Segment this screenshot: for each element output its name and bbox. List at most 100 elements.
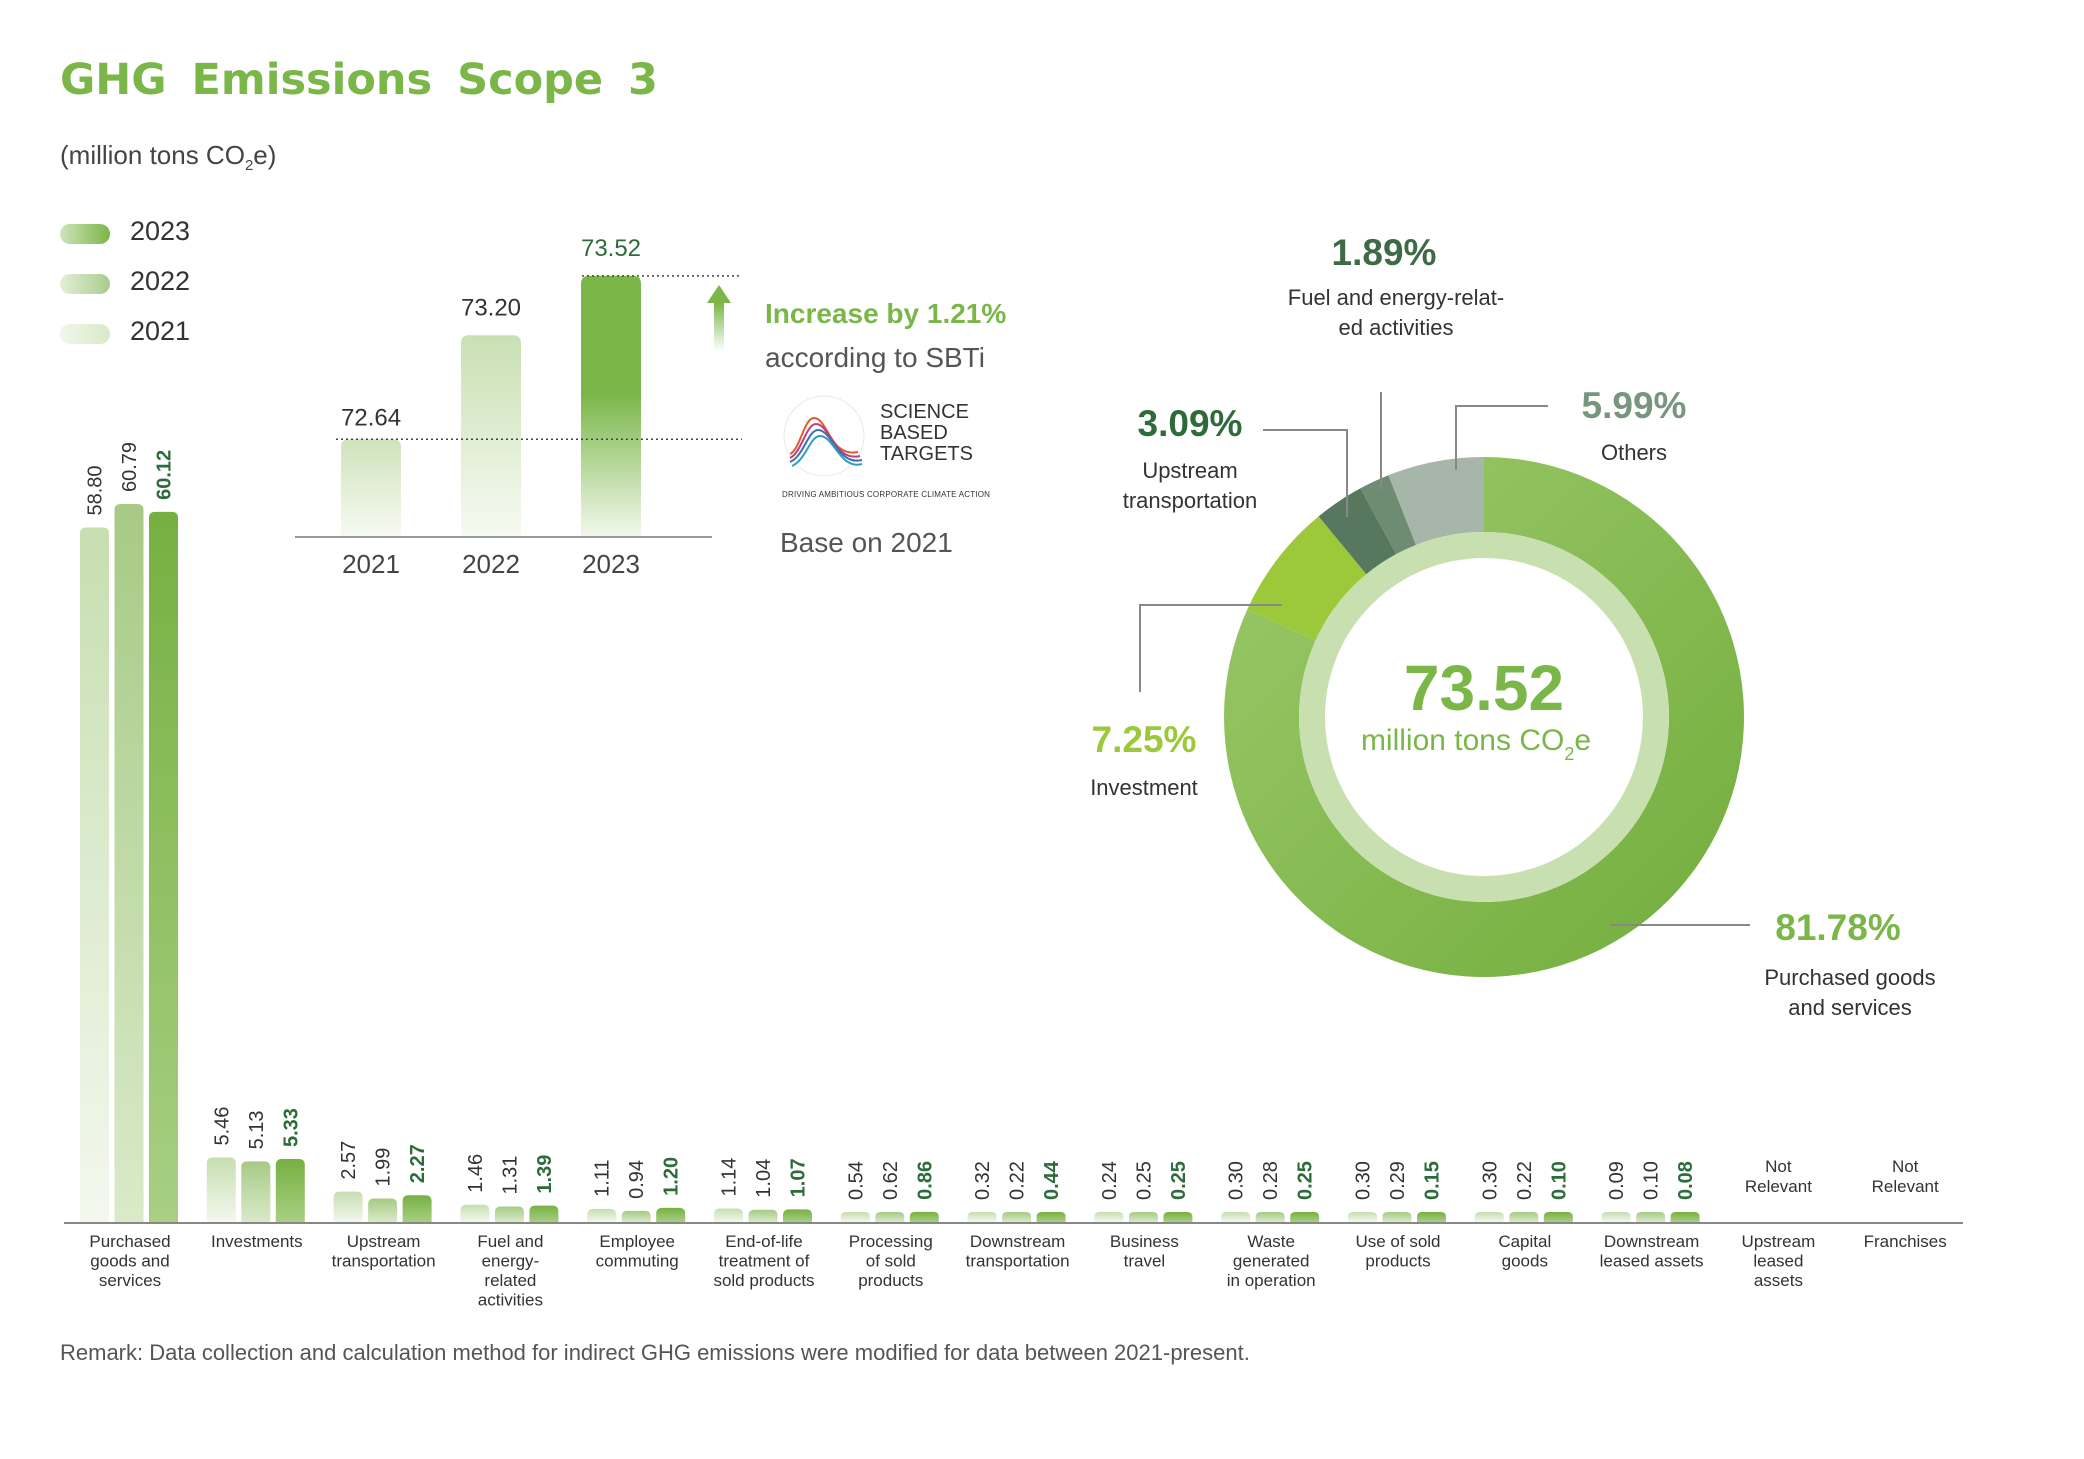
bar-value-label: 0.22 bbox=[1007, 1161, 1029, 1200]
category-tick-label: commuting bbox=[596, 1252, 679, 1271]
donut-category-label: and services bbox=[1788, 995, 1912, 1020]
category-bar bbox=[714, 1208, 743, 1222]
not-relevant-label: Not bbox=[1892, 1157, 1919, 1176]
donut-category-label: Purchased goods bbox=[1764, 965, 1935, 990]
category-tick-label: in operation bbox=[1227, 1271, 1316, 1290]
units-label: (million tons CO2e) bbox=[60, 140, 277, 175]
category-bar bbox=[1094, 1212, 1124, 1222]
sbti-tagline: DRIVING AMBITIOUS CORPORATE CLIMATE ACTI… bbox=[782, 490, 991, 499]
category-tick-label: activities bbox=[478, 1291, 543, 1310]
category-tick-label: Use of sold bbox=[1355, 1232, 1440, 1251]
category-bar bbox=[1543, 1212, 1573, 1222]
category-bar bbox=[149, 511, 178, 1223]
category-tick-label: Upstream bbox=[347, 1232, 421, 1251]
bar-value-label: 2.27 bbox=[407, 1144, 429, 1183]
legend-label: 2021 bbox=[130, 316, 191, 346]
sbti-logo-text: SCIENCE BASED TARGETS bbox=[880, 401, 973, 465]
category-bar bbox=[275, 1159, 305, 1222]
bar-value-label: 5.33 bbox=[280, 1108, 302, 1147]
bar-value-label: 0.54 bbox=[845, 1161, 867, 1200]
bar-value-label: 1.20 bbox=[661, 1157, 683, 1196]
bar-value-label: 60.79 bbox=[119, 442, 141, 492]
category-tick-label: Capital bbox=[1498, 1232, 1551, 1251]
legend-swatch bbox=[60, 274, 110, 294]
category-bar bbox=[656, 1207, 686, 1222]
donut-center-value: 73.52 bbox=[1404, 652, 1564, 724]
annual-total-chart: 72.64 2021 73.20 2022 73.52 2023 bbox=[295, 235, 742, 579]
category-bar bbox=[1221, 1212, 1251, 1222]
bar-value-label: 0.09 bbox=[1606, 1161, 1628, 1200]
category-bar bbox=[1163, 1212, 1193, 1222]
bar-value-label: 1.14 bbox=[719, 1158, 741, 1197]
category-tick-label: assets bbox=[1754, 1271, 1803, 1290]
category-bar bbox=[1382, 1212, 1412, 1222]
bar-value-label: 0.10 bbox=[1548, 1161, 1570, 1200]
year-bar-value: 72.64 bbox=[341, 404, 401, 431]
category-bar bbox=[241, 1161, 271, 1222]
base-year-text: Base on 2021 bbox=[780, 527, 953, 558]
increase-text: Increase by 1.21% bbox=[765, 298, 1007, 329]
bar-value-label: 0.30 bbox=[1226, 1161, 1248, 1200]
bar-value-label: 0.86 bbox=[914, 1161, 936, 1200]
year-bar-value: 73.20 bbox=[461, 294, 521, 321]
leader-line bbox=[1455, 405, 1548, 470]
bar-value-label: 0.30 bbox=[1353, 1161, 1375, 1200]
legend-swatch bbox=[60, 324, 110, 344]
category-tick-label: transportation bbox=[332, 1252, 436, 1271]
donut-pct-label: 5.99% bbox=[1582, 385, 1687, 426]
category-bar bbox=[402, 1195, 432, 1222]
category-bar bbox=[840, 1212, 870, 1222]
category-bar bbox=[587, 1208, 617, 1222]
donut-category-label: Fuel and energy-relat- bbox=[1288, 285, 1504, 310]
bar-value-label: 0.10 bbox=[1641, 1161, 1663, 1200]
bar-value-label: 0.94 bbox=[626, 1160, 648, 1199]
category-tick-label: Franchises bbox=[1864, 1232, 1947, 1251]
year-tick-label: 2022 bbox=[462, 549, 520, 579]
category-tick-label: Waste bbox=[1247, 1232, 1295, 1251]
category-bar bbox=[1128, 1212, 1158, 1222]
bar-value-label: 0.22 bbox=[1514, 1161, 1536, 1200]
bar-value-label: 0.25 bbox=[1295, 1161, 1317, 1200]
donut-slice bbox=[1360, 475, 1417, 555]
category-bar bbox=[1636, 1212, 1666, 1222]
donut-pct-label: 7.25% bbox=[1092, 719, 1197, 760]
category-tick-label: travel bbox=[1124, 1252, 1166, 1271]
donut-category-label: Investment bbox=[1090, 775, 1198, 800]
category-bar bbox=[494, 1206, 524, 1222]
category-bar bbox=[875, 1212, 905, 1222]
category-bar bbox=[206, 1157, 236, 1222]
donut-slice bbox=[1318, 488, 1397, 575]
legend-label: 2022 bbox=[130, 266, 191, 296]
legend-label: 2023 bbox=[130, 216, 191, 246]
category-bar bbox=[333, 1191, 363, 1222]
bar-value-label: 1.46 bbox=[465, 1154, 487, 1193]
not-relevant-label: Not bbox=[1765, 1157, 1792, 1176]
donut-category-label: transportation bbox=[1123, 488, 1258, 513]
bar-value-label: 1.04 bbox=[753, 1159, 775, 1198]
bar-value-label: 0.29 bbox=[1387, 1161, 1409, 1200]
donut-category-label: Upstream bbox=[1142, 458, 1237, 483]
sbti-text: according to SBTi bbox=[765, 342, 985, 373]
bar-value-label: 0.62 bbox=[880, 1161, 902, 1200]
category-bar bbox=[1348, 1212, 1377, 1222]
bar-value-label: 5.46 bbox=[211, 1107, 233, 1146]
category-tick-label: Investments bbox=[211, 1232, 303, 1251]
increase-arrow-icon bbox=[707, 285, 731, 351]
category-bar bbox=[1601, 1212, 1631, 1222]
year-tick-label: 2023 bbox=[582, 549, 640, 579]
bar-value-label: 1.11 bbox=[592, 1159, 614, 1196]
donut-pct-label: 81.78% bbox=[1775, 907, 1901, 948]
category-bar bbox=[748, 1209, 778, 1222]
bar-value-label: 0.44 bbox=[1041, 1160, 1063, 1200]
category-tick-label: treatment of bbox=[719, 1252, 810, 1271]
category-tick-label: services bbox=[99, 1271, 161, 1290]
category-tick-label: Purchased bbox=[89, 1232, 170, 1251]
donut-pct-label: 1.89% bbox=[1332, 232, 1437, 273]
category-tick-label: Business bbox=[1110, 1232, 1179, 1251]
bar-value-label: 1.99 bbox=[373, 1148, 395, 1187]
remark-text: Remark: Data collection and calculation … bbox=[60, 1340, 1250, 1365]
year-bar bbox=[581, 275, 641, 536]
year-bar-value: 73.52 bbox=[581, 235, 641, 262]
